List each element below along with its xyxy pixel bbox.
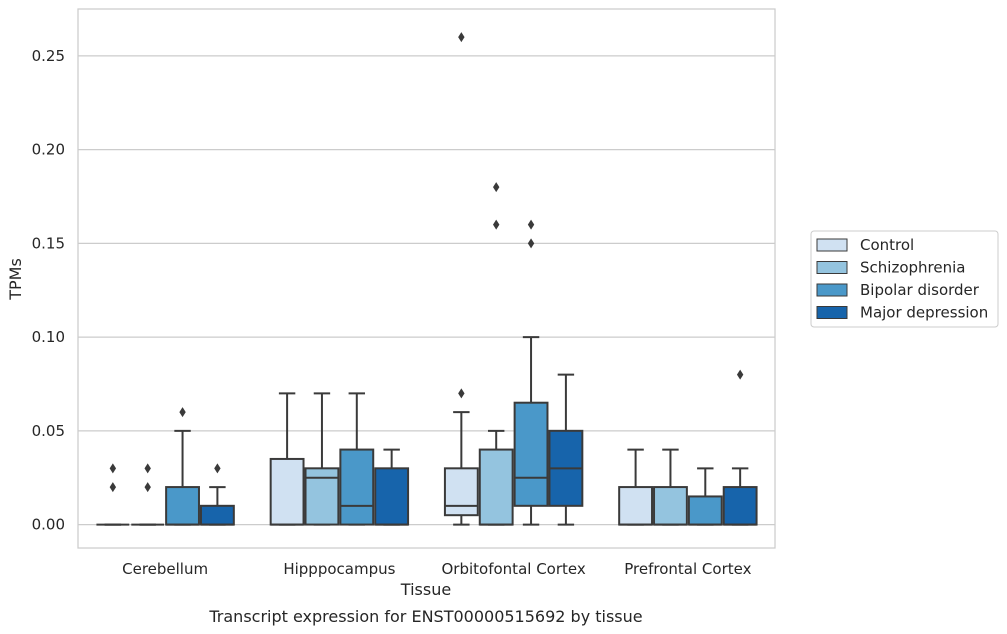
box-group <box>722 369 758 526</box>
x-tick-label: Prefrontal Cortex <box>624 560 751 578</box>
box <box>618 486 654 526</box>
y-tick-label: 0.20 <box>32 141 65 159</box>
x-tick-label: Orbitofontal Cortex <box>442 560 586 578</box>
x-tick-label: Hipppocampus <box>283 560 395 578</box>
outlier-point <box>179 407 186 418</box>
y-tick-label: 0.05 <box>32 422 65 440</box>
box-group <box>199 463 235 526</box>
outlier-point <box>458 32 465 43</box>
box <box>722 486 758 526</box>
y-tick-label: 0.15 <box>32 234 65 252</box>
outlier-point <box>214 463 221 474</box>
legend-frame <box>810 230 999 328</box>
box-group <box>653 448 688 526</box>
legend-swatch <box>816 306 848 319</box>
box <box>165 486 200 526</box>
legend: Control Schizophrenia Bipolar disorder Majo… <box>810 230 999 328</box>
box-group <box>269 392 305 526</box>
box <box>443 467 479 517</box>
outlier-point <box>493 182 500 193</box>
box-group <box>687 467 723 526</box>
box <box>653 486 688 526</box>
box <box>269 457 305 526</box>
box <box>374 467 410 526</box>
box-group <box>443 32 479 526</box>
y-tick-label: 0.25 <box>32 47 65 65</box>
box <box>687 495 723 526</box>
box-group <box>131 463 165 526</box>
outlier-point <box>493 219 500 230</box>
outlier-point <box>736 369 744 380</box>
box <box>513 401 549 507</box>
chart-caption: Transcript expression for ENST0000051569… <box>208 607 642 626</box>
y-tick-label: 0.10 <box>32 328 65 346</box>
box-group <box>548 373 584 526</box>
box <box>339 448 375 526</box>
legend-swatch <box>816 261 848 274</box>
x-axis-label: Tissue <box>400 580 451 599</box>
legend-label: Major depression <box>860 304 988 322</box>
x-axis-ticks: Cerebellum Hipppocampus Orbitofontal Corte… <box>122 560 751 578</box>
box-group <box>478 182 514 526</box>
box-group <box>96 463 130 526</box>
box-group <box>513 219 549 526</box>
box-group <box>339 392 375 526</box>
outlier-point <box>527 238 535 249</box>
y-axis-ticks: 0.00 0.05 0.10 0.15 0.20 0.25 <box>32 47 65 534</box>
outlier-point <box>144 463 151 474</box>
box <box>478 448 514 526</box>
plot-area <box>96 32 758 526</box>
legend-swatch <box>816 283 848 297</box>
y-tick-label: 0.00 <box>32 516 65 534</box>
box <box>199 504 235 526</box>
outlier-point <box>109 463 117 474</box>
outlier-point <box>527 219 535 230</box>
outlier-point <box>144 482 151 493</box>
legend-swatch <box>816 238 848 252</box>
y-axis-label: TPMs <box>6 258 25 301</box>
box-group <box>618 448 654 526</box>
legend-label: Schizophrenia <box>860 259 965 277</box>
box-group <box>165 407 200 526</box>
box-group <box>374 448 410 526</box>
outlier-point <box>109 482 117 493</box>
x-tick-label: Cerebellum <box>122 560 208 578</box>
legend-label: Bipolar disorder <box>860 281 980 299</box>
plot-frame <box>77 8 776 549</box>
box-group <box>304 392 340 526</box>
legend-label: Control <box>860 236 914 254</box>
outlier-point <box>458 388 465 399</box>
